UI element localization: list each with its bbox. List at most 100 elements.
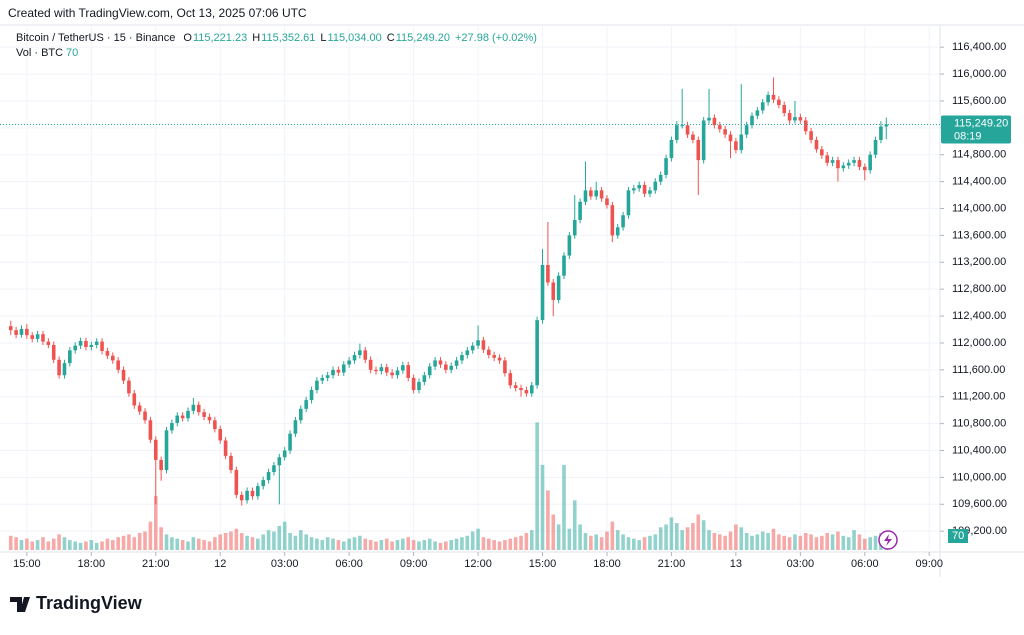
volume-bar: [234, 528, 239, 550]
volume-bar: [621, 534, 625, 550]
volume-bar: [470, 531, 475, 550]
volume-bar: [180, 540, 185, 550]
volume-bar: [572, 500, 577, 550]
candle-body: [487, 349, 491, 356]
candle-body: [250, 490, 255, 497]
volume-bar: [261, 534, 265, 550]
volume-bar: [411, 540, 416, 550]
candle-body: [180, 415, 185, 419]
volume-bar: [315, 538, 319, 550]
volume-bar: [642, 537, 647, 550]
volume-bar: [153, 496, 158, 550]
volume-value: 70: [66, 47, 78, 59]
candle-body: [825, 155, 829, 163]
y-tick-label: 112,400.00: [952, 310, 1006, 322]
candle-body: [336, 369, 341, 373]
volume-bar: [454, 538, 459, 550]
volume-bar: [852, 530, 856, 550]
candle-body: [229, 455, 233, 471]
candle-body: [25, 328, 29, 336]
volume-bar: [503, 540, 507, 550]
candle-body: [594, 190, 599, 197]
y-tick-label: 110,400.00: [952, 444, 1006, 456]
candle-body: [535, 320, 539, 386]
candle-body: [261, 480, 265, 487]
candle-body: [277, 457, 282, 466]
candle-body: [787, 113, 792, 121]
candle-body: [572, 219, 577, 236]
volume-bar: [567, 528, 572, 550]
y-tick-label: 114,000.00: [952, 202, 1006, 214]
y-tick-label: 111,600.00: [952, 364, 1005, 376]
volume-bar: [175, 538, 180, 550]
candle-body: [642, 184, 647, 194]
candle-body: [728, 134, 733, 142]
candle-body: [846, 162, 851, 166]
candle-body: [116, 360, 120, 370]
candle-body: [202, 412, 206, 417]
x-tick-label: 03:00: [271, 558, 299, 570]
volume-bar: [159, 527, 163, 550]
candle-body: [390, 372, 394, 376]
candle-body: [105, 351, 110, 356]
candle-body: [347, 360, 351, 365]
candle-body: [610, 205, 615, 236]
candle-body: [207, 416, 212, 421]
volume-title: Vol · BTC: [16, 47, 63, 59]
candle-body: [739, 134, 744, 151]
candle-body: [111, 355, 115, 361]
volume-bar: [111, 540, 115, 550]
candle-body: [685, 125, 690, 135]
volume-bar: [277, 525, 282, 550]
volume-bar: [84, 541, 88, 550]
candle-body: [680, 125, 684, 127]
volume-label: 70: [952, 530, 964, 542]
volume-bar: [293, 535, 298, 550]
volume-bar: [331, 538, 335, 550]
volume-bar: [508, 538, 513, 550]
candle-body: [57, 359, 61, 376]
candle-body: [589, 190, 593, 197]
candle-body: [239, 494, 244, 501]
candle-body: [137, 405, 142, 412]
legend-key: H: [252, 32, 260, 44]
volume-bar: [734, 524, 738, 550]
volume-bar: [524, 532, 529, 550]
volume-label-box: [948, 529, 968, 543]
volume-bar: [239, 532, 244, 550]
volume-bar: [846, 537, 851, 550]
candle-body: [444, 364, 448, 370]
candle-body: [196, 404, 201, 413]
candle-body: [266, 472, 271, 481]
volume-bar: [282, 521, 287, 550]
candle-body: [121, 369, 126, 381]
candle-body: [578, 201, 582, 220]
candle-body: [513, 385, 518, 388]
legend-value: 115,034.00: [328, 32, 382, 44]
volume-bar: [739, 527, 744, 550]
volume-pane: [8, 422, 889, 550]
volume-bar: [589, 535, 593, 550]
volume-bar: [540, 464, 545, 550]
candles: [0, 77, 940, 506]
volume-bar: [202, 540, 206, 550]
candle-body: [481, 340, 486, 350]
volume-bar: [336, 540, 341, 550]
volume-bar: [755, 534, 760, 550]
candle-body: [100, 341, 104, 352]
candle-body: [309, 390, 314, 401]
volume-bar: [750, 535, 754, 550]
volume-bar: [256, 538, 260, 550]
volume-bar: [245, 535, 249, 550]
volume-bar: [481, 537, 486, 550]
candle-body: [567, 235, 572, 256]
x-tick-label: 21:00: [658, 558, 686, 570]
candle-body: [857, 160, 862, 167]
candle-body: [401, 365, 405, 371]
y-tick-label: 112,800.00: [952, 283, 1006, 295]
lightning-icon: [878, 530, 898, 550]
candle-body: [503, 360, 507, 374]
volume-bar: [465, 535, 470, 550]
candle-body: [94, 341, 99, 345]
